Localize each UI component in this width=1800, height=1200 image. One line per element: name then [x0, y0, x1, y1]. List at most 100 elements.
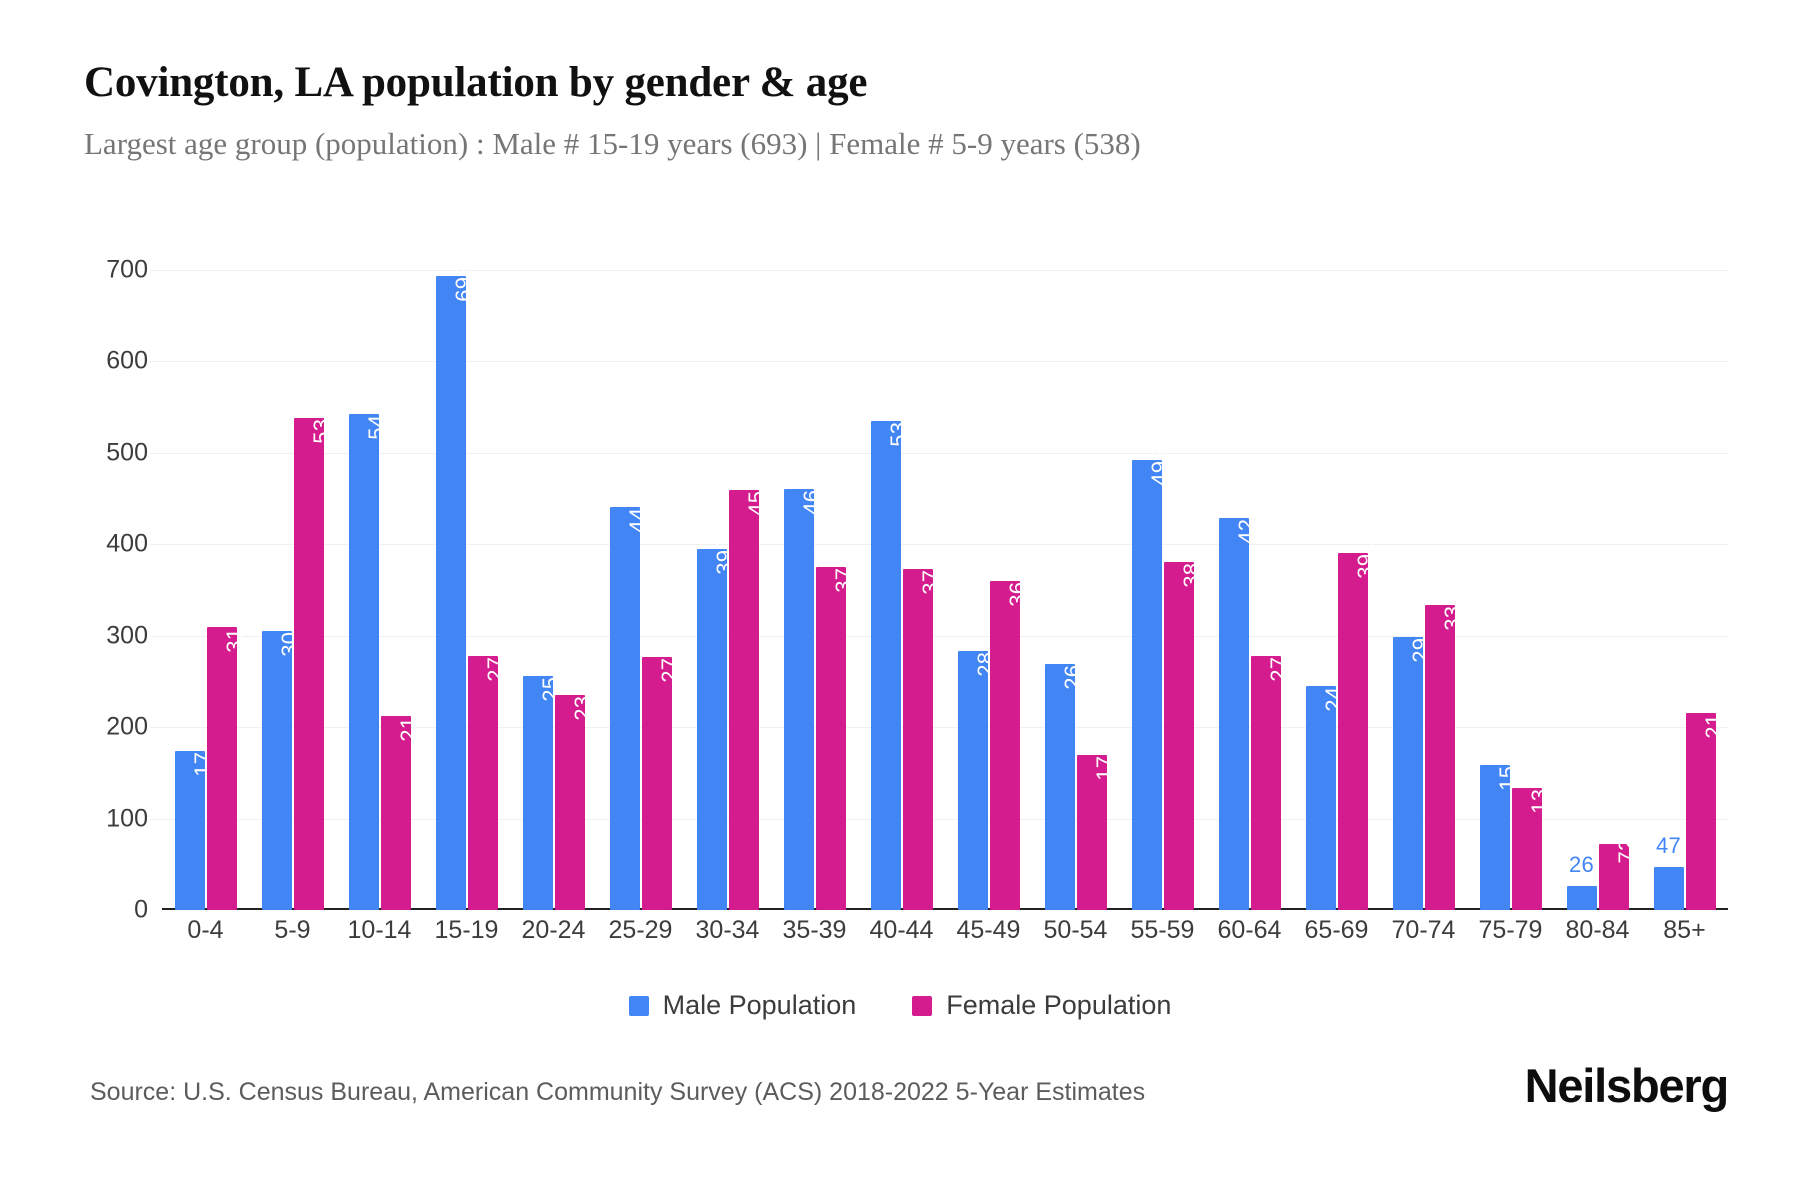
bar-value-label: 461 — [798, 476, 824, 515]
page-title: Covington, LA population by gender & age — [84, 59, 868, 106]
bar-group: 159 134 — [1467, 270, 1554, 910]
bar-female[interactable]: 459 — [728, 479, 769, 910]
bar-female[interactable]: 391 — [1337, 541, 1378, 910]
bar-value-label: 278 — [482, 644, 508, 682]
bar-male[interactable]: 305 — [261, 619, 302, 910]
bar-value-label: 212 — [395, 704, 421, 742]
bar-group: 535 373 — [858, 270, 945, 910]
gridline — [150, 727, 1728, 729]
bar-male[interactable]: 395 — [696, 537, 737, 910]
x-axis: 0-4 5-9 10-14 15-19 20-24 25-29 30-34 35-39 40-4… — [162, 916, 1728, 945]
bar-value-label: 235 — [569, 683, 595, 721]
bar-female[interactable]: 212 — [380, 704, 421, 910]
gridline — [150, 361, 1728, 363]
bar-value-label: 441 — [624, 495, 650, 533]
y-axis-tick-label: 300 — [106, 621, 148, 650]
bar-male[interactable]: 174 — [174, 739, 215, 910]
bar-value-label: 47 — [1655, 833, 1682, 859]
bar-group: 543 212 — [336, 270, 423, 910]
bar-value-label: 134 — [1526, 775, 1552, 814]
x-axis-tick-label: 65-69 — [1304, 916, 1369, 944]
bar-female[interactable]: 373 — [902, 557, 943, 910]
bar-female[interactable]: 277 — [641, 645, 682, 910]
bar-female[interactable]: 310 — [206, 615, 247, 910]
bar-female[interactable]: 235 — [554, 683, 595, 910]
legend-item[interactable]: Male Population — [628, 990, 856, 1021]
bar-female[interactable]: 381 — [1163, 550, 1204, 910]
gridlines — [150, 270, 1728, 910]
bar-male[interactable]: 269 — [1044, 652, 1085, 910]
bar-value-label: 391 — [1352, 540, 1378, 579]
x-axis-tick-label: 35-39 — [782, 916, 847, 944]
gridline — [150, 544, 1728, 546]
legend-item-label: Female Population — [946, 990, 1172, 1020]
bar-male[interactable]: 441 — [609, 495, 650, 910]
bar-male[interactable]: 461 — [783, 477, 824, 910]
bar-male[interactable]: 47 — [1653, 833, 1684, 910]
bar-value-label: 360 — [1004, 569, 1030, 607]
y-axis-tick-label: 700 — [106, 255, 148, 284]
bar-female[interactable]: 375 — [815, 555, 856, 910]
x-axis-tick-label: 85+ — [1663, 916, 1706, 944]
bar-male[interactable]: 256 — [522, 664, 563, 910]
bar-value-label: 26 — [1568, 852, 1595, 878]
bar-value-label: 538 — [308, 406, 334, 444]
bar-female[interactable]: 278 — [467, 644, 508, 910]
bar-male[interactable]: 535 — [870, 409, 911, 910]
source-note: Source: U.S. Census Bureau, American Com… — [90, 1078, 1146, 1106]
bar-group: 47 215 — [1641, 270, 1728, 910]
bar-group: 256 235 — [510, 270, 597, 910]
bar-value-label: 543 — [363, 401, 389, 440]
x-axis-tick-label: 70-74 — [1391, 916, 1456, 944]
x-axis-tick-label: 55-59 — [1130, 916, 1195, 944]
x-axis-tick-label: 10-14 — [347, 916, 412, 944]
bar-group: 269 170 — [1032, 270, 1119, 910]
bar-female[interactable]: 538 — [293, 406, 334, 910]
bar-female[interactable]: 334 — [1424, 593, 1465, 910]
y-axis-tick-label: 400 — [106, 529, 148, 558]
x-axis-tick-label: 0-4 — [187, 916, 224, 944]
bar-female[interactable]: 278 — [1250, 644, 1291, 910]
bar-group: 26 72 — [1554, 270, 1641, 910]
x-axis-line — [162, 908, 1728, 910]
bar-male[interactable]: 159 — [1479, 753, 1520, 910]
bar-male[interactable]: 245 — [1305, 674, 1346, 910]
y-axis-tick-label: 500 — [106, 438, 148, 467]
legend-item[interactable]: Female Population — [912, 990, 1171, 1021]
bar-group: 174 310 — [162, 270, 249, 910]
x-axis-tick-label: 30-34 — [695, 916, 760, 944]
bar-value-label: 492 — [1146, 448, 1172, 486]
bar-male[interactable]: 693 — [435, 265, 476, 910]
bar-female[interactable]: 134 — [1511, 776, 1552, 910]
gridline — [150, 635, 1728, 637]
x-axis-tick-label: 15-19 — [434, 916, 499, 944]
bar-value-label: 429 — [1233, 505, 1259, 544]
bar-female[interactable]: 360 — [989, 569, 1030, 910]
bar-male[interactable]: 283 — [957, 639, 998, 910]
y-axis-tick-label: 600 — [106, 346, 148, 375]
bar-male[interactable]: 492 — [1131, 448, 1172, 910]
plot-area: 0 100 200 300 400 500 600 700 174 310 305 538 543 21… — [84, 256, 1728, 924]
bar-group: 299 334 — [1380, 270, 1467, 910]
bar-male[interactable]: 429 — [1218, 506, 1259, 910]
gridline — [150, 270, 1728, 271]
bar-female[interactable]: 72 — [1598, 839, 1639, 910]
bar-value-label: 310 — [221, 614, 247, 653]
bar-male[interactable]: 299 — [1392, 625, 1433, 910]
bar-male[interactable]: 26 — [1566, 852, 1597, 910]
bar-male[interactable]: 543 — [348, 402, 389, 910]
bar-female[interactable]: 170 — [1076, 743, 1117, 910]
bar-value-label: 170 — [1091, 742, 1117, 781]
brand-logo: Neilsberg — [1524, 1059, 1730, 1112]
bar-value-label: 72 — [1613, 838, 1639, 864]
y-axis-tick-label: 100 — [106, 804, 148, 833]
chart-subtitle: Largest age group (population) : Male # … — [84, 125, 1141, 161]
x-axis-tick-label: 25-29 — [608, 916, 673, 944]
legend-swatch-male — [628, 995, 649, 1016]
bar-group: 305 538 — [249, 270, 336, 910]
bar-group: 441 277 — [597, 270, 684, 910]
bar-group: 693 278 — [423, 265, 510, 910]
bar-female[interactable]: 215 — [1685, 702, 1726, 910]
legend-swatch-female — [912, 995, 933, 1016]
